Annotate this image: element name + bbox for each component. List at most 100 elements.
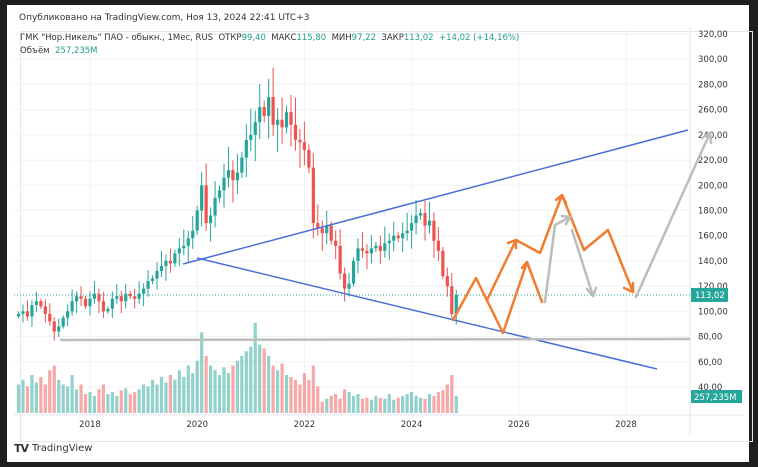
footer-logo-text: TradingView	[32, 443, 93, 454]
volume-bar	[334, 394, 338, 413]
candle-body	[16, 313, 21, 317]
volume-bar	[195, 360, 199, 413]
candle-body	[115, 296, 119, 299]
volume-bar	[182, 376, 186, 413]
last-volume-label: 257,235M	[694, 393, 736, 403]
volume-bar	[52, 365, 56, 413]
published-caption: Опубликовано на TradingView.com, Ноя 13,…	[19, 13, 310, 23]
volume-bar	[311, 365, 315, 413]
volume-bar	[191, 373, 195, 413]
candle-body	[48, 313, 52, 322]
arrowhead	[506, 238, 518, 250]
ascending-trend-line	[182, 129, 689, 265]
y-tick-label: 220,00	[698, 156, 728, 166]
volume-bar	[360, 398, 365, 413]
volume-bar	[25, 386, 30, 413]
volume-bar	[222, 367, 226, 413]
candle-body	[284, 112, 289, 128]
volume-bar	[106, 394, 110, 413]
candle-body	[79, 296, 83, 299]
candle-body	[271, 97, 275, 125]
candle-body	[83, 298, 88, 307]
volume-bar	[378, 397, 382, 413]
volume-bar	[16, 384, 21, 413]
candle-body	[423, 213, 427, 226]
volume-bar	[240, 356, 244, 413]
last-price-badge	[691, 287, 728, 302]
high-label: МАКС	[271, 33, 297, 43]
volume-bar	[423, 398, 427, 413]
volume-bar	[159, 376, 164, 413]
candle-body	[142, 288, 146, 294]
volume-bar	[48, 370, 52, 413]
candle-body	[235, 172, 239, 181]
candle-body	[401, 233, 405, 239]
volume-bar	[235, 360, 239, 413]
volume-bar	[43, 384, 47, 413]
volume-bar	[168, 375, 172, 413]
volume-bar	[284, 375, 289, 413]
candle-body	[374, 245, 378, 249]
candle-body	[356, 248, 360, 261]
chart-card: Опубликовано на TradingView.com, Ноя 13,…	[7, 5, 753, 462]
candle-body	[258, 107, 262, 123]
candle-body	[66, 311, 70, 318]
volume-bar	[253, 322, 257, 413]
candle-body	[360, 248, 365, 251]
candle-body	[347, 283, 351, 289]
x-tick-label: 2022	[294, 420, 316, 430]
volume-bar	[325, 398, 329, 413]
candle-body	[106, 308, 110, 312]
volume-bar	[410, 392, 414, 413]
volume-bar	[101, 384, 105, 413]
volume-bar	[110, 392, 114, 413]
volume-bar	[83, 394, 88, 413]
arrowhead	[554, 193, 568, 205]
candle-body	[432, 220, 436, 241]
candle-body	[133, 296, 137, 299]
volume-bar	[302, 373, 306, 413]
candle-body	[30, 305, 34, 317]
y-tick-label: 300,00	[698, 55, 728, 65]
y-tick-label: 40,00	[698, 383, 722, 393]
volume-bar	[124, 388, 128, 413]
candle-body	[150, 278, 155, 282]
candle-body	[293, 124, 298, 140]
forecast-arrow-gray	[543, 215, 572, 304]
candle-body	[43, 306, 47, 314]
volume-bar	[262, 348, 266, 413]
candle-body	[441, 250, 445, 277]
candle-body	[267, 97, 271, 116]
y-tick-label: 200,00	[698, 181, 728, 191]
candle-body	[445, 276, 449, 287]
candle-body	[320, 228, 324, 234]
candle-body	[311, 167, 315, 224]
candle-body	[427, 220, 432, 226]
candle-body	[110, 298, 114, 309]
volume-bar	[21, 379, 25, 413]
candle-body	[387, 240, 391, 244]
volume-bar	[374, 395, 378, 413]
candle-body	[307, 149, 311, 168]
candle-body	[253, 122, 257, 135]
y-tick-label: 320,00	[698, 30, 728, 40]
arrowhead	[700, 131, 713, 145]
volume-bar	[244, 351, 248, 413]
candle-body	[191, 230, 195, 239]
chart-legend: ГМК "Нор.Никель" ПАО - обыкн., 1Мес, RUS…	[20, 32, 519, 58]
volume-bar	[369, 399, 373, 413]
candle-body	[21, 311, 25, 314]
volume-bar	[445, 384, 449, 413]
y-tick-label: 160,00	[698, 232, 728, 242]
candle-body	[316, 223, 320, 229]
candle-body	[204, 185, 208, 224]
open-label: ОТКР	[218, 33, 242, 43]
candle-body	[168, 260, 172, 264]
volume-bar	[88, 392, 92, 413]
candle-body	[249, 134, 253, 140]
candle-body	[217, 190, 222, 198]
candle-body	[334, 240, 338, 246]
candle-body	[213, 197, 217, 216]
tradingview-logo-icon: TV	[14, 442, 29, 455]
